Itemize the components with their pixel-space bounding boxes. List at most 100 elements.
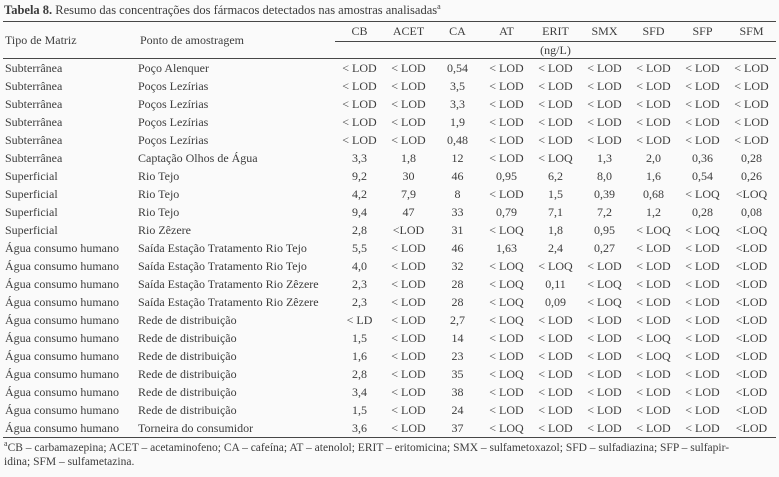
value-cell: <LOD (735, 349, 768, 363)
value-cell: < LOQ (685, 187, 720, 201)
sampling-point-cell: Rede de distribuição (138, 349, 237, 363)
value-cell: < LOD (685, 79, 720, 93)
matrix-type-cell: Água consumo humano (5, 421, 119, 435)
value-cell: < LOD (489, 403, 524, 417)
value-cell: 1,6 (352, 349, 367, 363)
value-cell: < LOD (636, 259, 671, 273)
value-cell: 0,11 (545, 277, 566, 291)
value-cell: < LOD (685, 385, 720, 399)
value-cell: 3,6 (352, 421, 367, 435)
value-cell: 46 (451, 169, 464, 183)
value-cell: 28 (451, 295, 464, 309)
table-row: Água consumo humano Rede de distribuição 3… (3, 383, 776, 401)
table-row: Superficial Rio Tejo 9,2 30 46 0,95 6,2 8,0 1,6 0… (3, 167, 776, 185)
value-cell: < LOD (391, 421, 426, 435)
value-cell: < LOD (587, 349, 622, 363)
value-cell: < LOD (489, 79, 524, 93)
value-cell: 46 (451, 241, 464, 255)
matrix-type-cell: Água consumo humano (5, 313, 119, 327)
value-cell: < LOQ (685, 223, 720, 237)
unit-label: (ng/L) (335, 41, 776, 59)
table-row: Água consumo humano Saída Estação Tratame… (3, 257, 776, 275)
concentrations-table: Tipo de Matriz Ponto de amostragem CB ACE… (3, 21, 776, 438)
value-cell: 2,8 (352, 223, 367, 237)
value-cell: 1,2 (646, 205, 661, 219)
sampling-point-cell: Rede de distribuição (138, 403, 237, 417)
value-cell: < LOD (391, 241, 426, 255)
table-row: Água consumo humano Torneira do consumido… (3, 419, 776, 438)
value-cell: 3,4 (352, 385, 367, 399)
value-cell: 1,63 (496, 241, 517, 255)
value-cell: < LOD (685, 367, 720, 381)
value-cell: 6,2 (548, 169, 563, 183)
value-cell: < LOD (734, 133, 769, 147)
value-cell: < LOD (489, 133, 524, 147)
value-cell: < LOD (489, 61, 524, 75)
value-cell: < LOD (587, 115, 622, 129)
value-cell: 37 (451, 421, 464, 435)
value-cell: < LOD (489, 151, 524, 165)
value-cell: < LOD (636, 421, 671, 435)
value-cell: < LOD (342, 97, 377, 111)
value-cell: < LOD (391, 403, 426, 417)
value-cell: < LOD (538, 313, 573, 327)
value-cell: < LOD (636, 115, 671, 129)
value-cell: < LOD (636, 313, 671, 327)
value-cell: < LOD (391, 385, 426, 399)
table-row: Subterrânea Poços Lezírias < LOD < LOD 0,48 <… (3, 131, 776, 149)
value-cell: < LOD (538, 115, 573, 129)
value-cell: 0,27 (594, 241, 615, 255)
value-cell: < LOD (538, 367, 573, 381)
value-cell: < LOD (685, 313, 720, 327)
sampling-point-cell: Rede de distribuição (138, 331, 237, 345)
value-cell: <LOD (735, 277, 768, 291)
value-cell: < LOD (636, 79, 671, 93)
value-cell: < LOD (391, 115, 426, 129)
value-cell: < LOD (538, 97, 573, 111)
value-cell: <LOD (735, 367, 768, 381)
value-cell: 2,8 (352, 367, 367, 381)
value-cell: < LOD (489, 349, 524, 363)
matrix-type-cell: Água consumo humano (5, 331, 119, 345)
value-cell: < LOD (342, 133, 377, 147)
table-row: Água consumo humano Rede de distribuição 1… (3, 347, 776, 365)
value-cell: < LOD (734, 79, 769, 93)
column-header-erit: ERIT (531, 21, 580, 42)
sampling-point-cell: Saída Estação Tratamento Rio Tejo (138, 241, 307, 255)
value-cell: < LOQ (489, 421, 524, 435)
value-cell: 7,2 (597, 205, 612, 219)
value-cell: < LOD (636, 97, 671, 111)
value-cell: < LOD (636, 61, 671, 75)
value-cell: < LOD (538, 349, 573, 363)
value-cell: < LOD (734, 115, 769, 129)
column-header-acet: ACET (384, 21, 433, 42)
matrix-type-cell: Água consumo humano (5, 403, 119, 417)
value-cell: 4,0 (352, 259, 367, 273)
value-cell: 5,5 (352, 241, 367, 255)
value-cell: < LOD (489, 331, 524, 345)
value-cell: < LOD (391, 367, 426, 381)
value-cell: < LOD (734, 61, 769, 75)
value-cell: < LOD (636, 241, 671, 255)
value-cell: <LOQ (735, 187, 768, 201)
value-cell: < LOD (489, 385, 524, 399)
value-cell: 0,39 (594, 187, 615, 201)
value-cell: < LOD (391, 97, 426, 111)
value-cell: < LOQ (489, 277, 524, 291)
table-row: Água consumo humano Saída Estação Tratame… (3, 293, 776, 311)
value-cell: < LOD (685, 241, 720, 255)
value-cell: 9,4 (352, 205, 367, 219)
value-cell: < LOQ (538, 259, 573, 273)
value-cell: 1,5 (352, 403, 367, 417)
matrix-type-cell: Superficial (5, 205, 58, 219)
value-cell: < LOD (391, 331, 426, 345)
value-cell: 1,3 (597, 151, 612, 165)
matrix-type-cell: Água consumo humano (5, 349, 119, 363)
value-cell: < LOD (587, 79, 622, 93)
value-cell: <LOQ (735, 223, 768, 237)
value-cell: < LOD (342, 79, 377, 93)
value-cell: 8 (454, 187, 461, 201)
value-cell: 0,48 (447, 133, 468, 147)
value-cell: 28 (451, 277, 464, 291)
value-cell: 2,7 (450, 313, 465, 327)
